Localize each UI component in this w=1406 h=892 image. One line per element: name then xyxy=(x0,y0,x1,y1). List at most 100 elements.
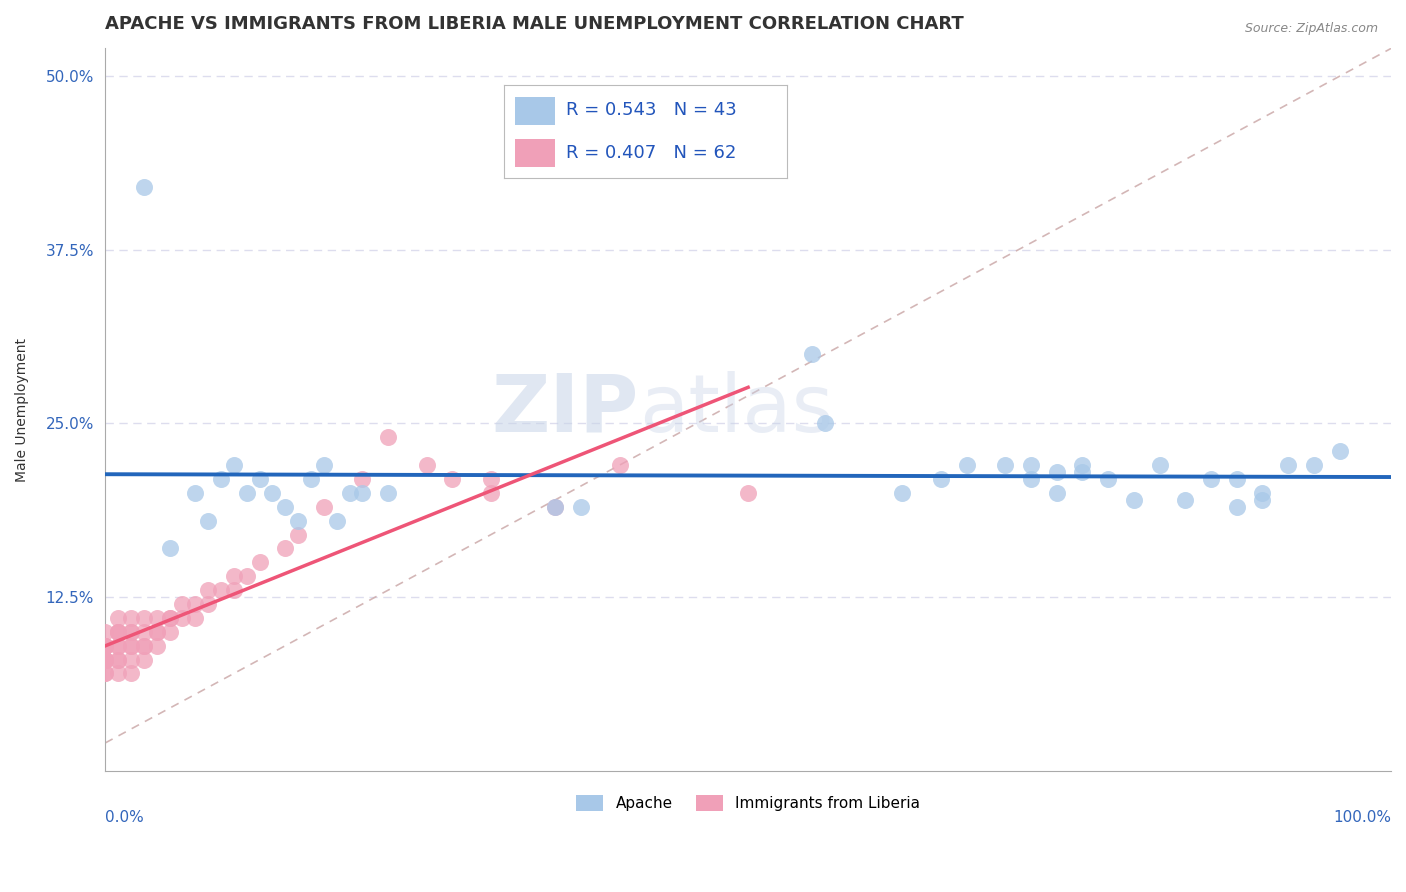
Point xyxy=(1046,486,1069,500)
Point xyxy=(1149,458,1171,472)
Point xyxy=(107,652,129,666)
Point xyxy=(274,541,297,556)
Point xyxy=(235,486,257,500)
Point xyxy=(312,458,335,472)
Point xyxy=(377,430,399,444)
Point xyxy=(222,458,245,472)
Point xyxy=(929,472,952,486)
Point xyxy=(107,652,129,666)
Point xyxy=(1277,458,1299,472)
Point xyxy=(94,624,117,639)
Point xyxy=(299,472,322,486)
Point xyxy=(1226,500,1249,514)
Point xyxy=(1329,444,1351,458)
Point xyxy=(94,639,117,653)
Text: 100.0%: 100.0% xyxy=(1333,811,1391,825)
Point xyxy=(1302,458,1324,472)
Point xyxy=(94,652,117,666)
Point xyxy=(159,611,181,625)
Point xyxy=(814,417,837,431)
Point xyxy=(94,639,117,653)
Point xyxy=(94,639,117,653)
Point xyxy=(94,639,117,653)
Point xyxy=(1019,458,1042,472)
Point xyxy=(132,639,155,653)
Point xyxy=(441,472,464,486)
Point xyxy=(352,472,374,486)
Text: 0.0%: 0.0% xyxy=(105,811,143,825)
Point xyxy=(145,624,167,639)
Text: Source: ZipAtlas.com: Source: ZipAtlas.com xyxy=(1244,22,1378,36)
Point xyxy=(479,486,502,500)
Point xyxy=(1251,492,1274,507)
Point xyxy=(1122,492,1144,507)
Text: APACHE VS IMMIGRANTS FROM LIBERIA MALE UNEMPLOYMENT CORRELATION CHART: APACHE VS IMMIGRANTS FROM LIBERIA MALE U… xyxy=(105,15,965,33)
Point xyxy=(107,666,129,681)
Point xyxy=(184,597,207,611)
Point xyxy=(377,486,399,500)
Point xyxy=(94,666,117,681)
Point xyxy=(120,611,142,625)
Point xyxy=(107,624,129,639)
Point xyxy=(222,583,245,598)
Point xyxy=(325,514,347,528)
Point xyxy=(172,611,194,625)
Text: atlas: atlas xyxy=(638,370,834,449)
Point xyxy=(120,652,142,666)
Point xyxy=(737,486,759,500)
Point xyxy=(120,639,142,653)
Point xyxy=(1174,492,1197,507)
Point xyxy=(107,639,129,653)
Point xyxy=(94,652,117,666)
Point xyxy=(274,500,297,514)
Point xyxy=(132,652,155,666)
Point xyxy=(352,486,374,500)
Point xyxy=(197,597,219,611)
Point xyxy=(197,583,219,598)
Point xyxy=(569,500,592,514)
Point xyxy=(287,514,309,528)
Point xyxy=(172,597,194,611)
Point xyxy=(120,624,142,639)
Point xyxy=(145,639,167,653)
Point xyxy=(209,583,232,598)
Point xyxy=(1199,472,1222,486)
Point xyxy=(107,639,129,653)
Point xyxy=(159,541,181,556)
Point xyxy=(107,624,129,639)
Point xyxy=(415,458,437,472)
Point xyxy=(107,611,129,625)
Point xyxy=(801,347,824,361)
Point xyxy=(145,611,167,625)
Point xyxy=(262,486,284,500)
Point xyxy=(609,458,631,472)
Point xyxy=(1226,472,1249,486)
Point xyxy=(184,486,207,500)
Legend: Apache, Immigrants from Liberia: Apache, Immigrants from Liberia xyxy=(569,789,927,817)
Point xyxy=(891,486,914,500)
Point xyxy=(479,472,502,486)
Point xyxy=(120,624,142,639)
Point xyxy=(1071,465,1094,479)
Point xyxy=(132,611,155,625)
Point xyxy=(159,624,181,639)
Text: ZIP: ZIP xyxy=(492,370,638,449)
Point xyxy=(94,652,117,666)
Point xyxy=(120,666,142,681)
Point xyxy=(249,472,271,486)
Point xyxy=(120,639,142,653)
Point xyxy=(132,624,155,639)
Point xyxy=(994,458,1017,472)
Point xyxy=(209,472,232,486)
Point xyxy=(1046,465,1069,479)
Point xyxy=(312,500,335,514)
Point xyxy=(1097,472,1119,486)
Point xyxy=(132,180,155,194)
Point xyxy=(1019,472,1042,486)
Point xyxy=(184,611,207,625)
Point xyxy=(94,652,117,666)
Point xyxy=(94,666,117,681)
Point xyxy=(339,486,361,500)
Point xyxy=(956,458,979,472)
Point xyxy=(107,624,129,639)
